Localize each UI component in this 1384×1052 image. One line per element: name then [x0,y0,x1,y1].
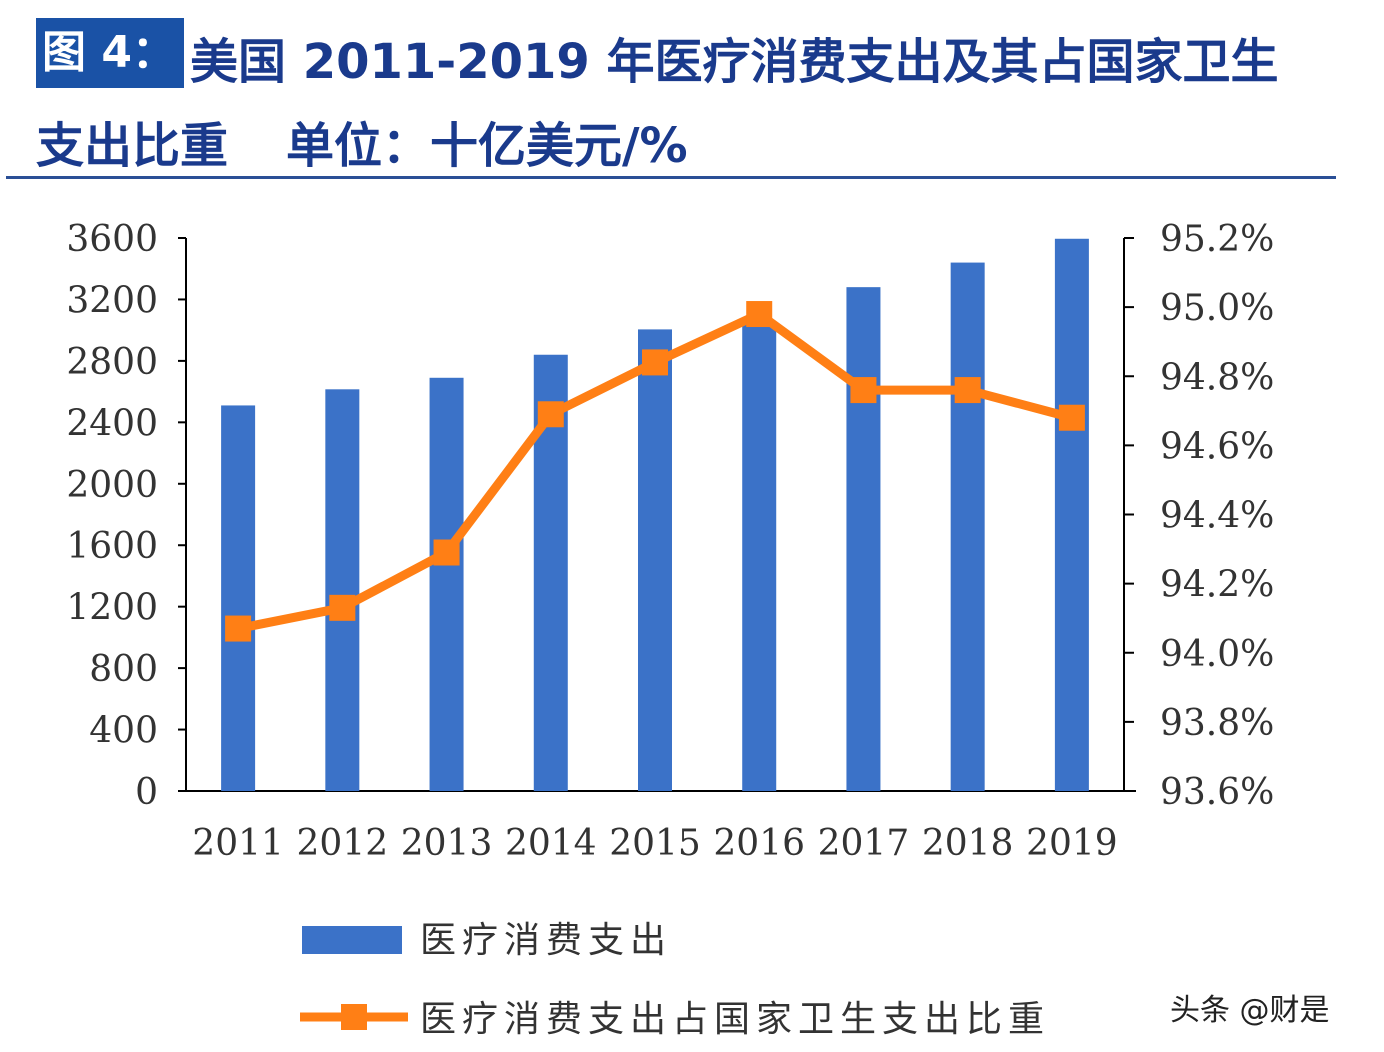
line-point-2015 [642,349,668,376]
chart-title-line2-text: 支出比重 [36,118,229,174]
right-axis-tick-label: 94.6% [1160,426,1274,467]
line-point-2012 [329,594,356,621]
line-point-2014 [537,401,564,428]
left-axis-tick-label: 2000 [66,465,158,506]
right-axis-tick-label: 94.4% [1160,496,1274,537]
x-axis-tick-label: 2013 [401,823,493,864]
line-point-2011 [225,615,252,642]
left-axis-tick-label: 3600 [66,219,158,260]
left-axis-tick-label: 1600 [66,526,158,567]
x-axis-tick-label: 2012 [297,823,389,864]
bar-2017 [846,287,881,791]
line-point-2017 [850,377,877,404]
x-axis-tick-label: 2018 [922,823,1014,864]
bar-2011 [221,405,256,791]
left-axis-tick-label: 1200 [66,588,158,629]
bar-2012 [325,389,360,791]
left-axis-tick-label: 2800 [66,342,158,383]
figure-tag: 图 4： [36,18,184,88]
line-point-2018 [954,377,981,404]
bar-2015 [638,329,672,791]
chart-title-line2: 支出比重 单位：十亿美元/% [36,106,688,176]
watermark: 头条 @财是 [1170,993,1330,1028]
x-axis-tick-label: 2016 [713,823,805,864]
line-point-2016 [746,301,773,328]
x-axis-tick-label: 2019 [1026,823,1118,864]
right-axis-tick-label: 93.8% [1160,703,1274,744]
legend-label-line: 医疗消费支出占国家卫生支出比重 [420,999,1050,1040]
right-axis-tick-label: 95.0% [1160,288,1274,329]
x-axis-tick-label: 2015 [609,823,701,864]
bar-2016 [742,320,777,791]
chart-title-line1: 美国 2011-2019 年医疗消费支出及其占国家卫生 [190,34,1279,90]
line-point-2013 [433,539,460,566]
x-axis-tick-label: 2017 [818,823,910,864]
right-axis-tick-label: 95.2% [1160,219,1274,260]
legend-label-bar: 医疗消费支出 [420,920,672,961]
right-axis-tick-label: 94.8% [1160,357,1274,398]
chart-unit: 单位：十亿美元/% [286,118,688,174]
right-axis-tick-label: 94.2% [1160,565,1274,606]
x-axis-tick-label: 2014 [505,823,597,864]
left-axis-tick-label: 0 [135,772,158,813]
left-axis-tick-label: 800 [89,649,158,690]
right-axis-tick-label: 93.6% [1160,772,1274,813]
legend-swatch-bar [302,926,402,954]
left-axis-tick-label: 2400 [66,403,158,444]
bar-2019 [1054,238,1089,791]
left-axis-tick-label: 400 [89,711,158,752]
bar-2018 [950,262,985,792]
title-divider [6,176,1336,179]
line-point-2019 [1058,404,1085,431]
legend-swatch-marker [341,1004,367,1030]
x-axis-tick-label: 2011 [192,823,284,864]
left-axis-tick-label: 3200 [66,280,158,321]
right-axis-tick-label: 94.0% [1160,634,1274,675]
bar-2013 [429,377,464,791]
